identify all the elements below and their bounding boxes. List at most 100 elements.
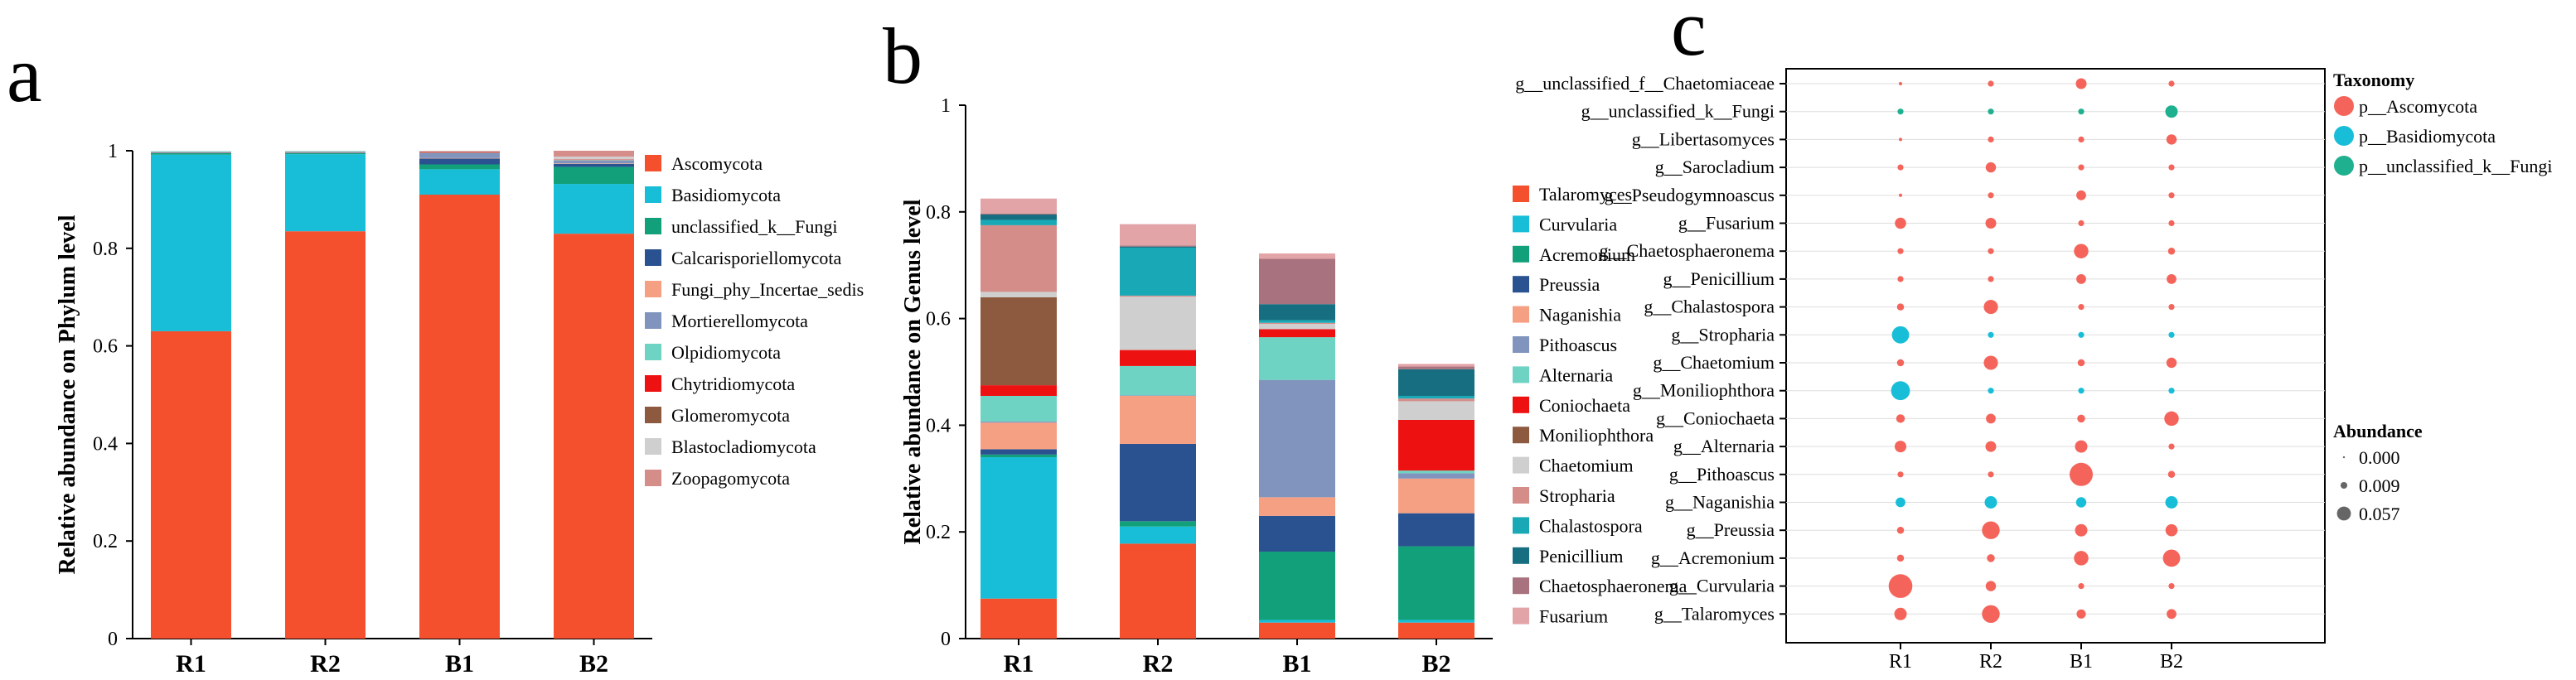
legend-label-a-unclassified-k-fungi: unclassified_k__Fungi [671,216,837,237]
bar-a-b1-calcarisporiellomycota [419,158,500,165]
x-tick-label-a: B2 [579,650,608,678]
bubble-g-sarocladium-b2 [2168,164,2175,171]
bubble-g-fusarium-r1 [1895,217,1906,229]
bar-b-r2-acremonium [1120,521,1196,527]
bar-a-b2-basidiomycota [554,184,634,234]
legend-swatch-b-alternaria [1513,366,1529,383]
bar-a-r2-basidiomycota [285,154,366,232]
bar-a-b2-chytridiomycota [554,159,634,161]
legend-label-b-chalastospora: Chalastospora [1539,515,1643,536]
legend-dot-p-ascomycota [2334,96,2354,116]
bar-a-r2-fungi-phy-incertae-sedis [285,152,366,153]
bar-b-r2-alternaria [1120,365,1196,396]
bar-b-r1-fusarium [981,198,1057,214]
legend-label-b-coniochaeta: Coniochaeta [1539,395,1630,416]
bubble-g-chaetosphaeronema-r2 [1988,248,1994,254]
panel-b: b 0 0.2 0.4 0.6 0.8 1 Relative abundance on Gen… [883,12,1687,678]
legend-dot-p-unclassified-k-fungi [2334,156,2354,176]
legend-label-b-pithoascus: Pithoascus [1539,335,1617,355]
bar-b-b2-alternaria [1398,470,1474,474]
legend-label-b-talaromyces: Talaromyces [1539,184,1632,205]
legend-label-b-stropharia: Stropharia [1539,485,1615,506]
legend-label-b-alternaria: Alternaria [1539,364,1613,385]
legend-swatch-b-naganishia [1513,306,1529,323]
bar-b-r2-preussia [1120,443,1196,522]
bar-a-b2-blastocladiomycota [554,157,634,160]
y-tick-label-b: 1 [941,95,951,117]
y-tick-label-a: 0 [108,629,118,650]
genus-label-g-naganishia: g__Naganishia [1665,492,1775,513]
bar-b-b1-naganishia [1259,497,1335,516]
bar-b-b1-curvularia [1259,620,1335,623]
legend-swatch-b-stropharia [1513,487,1529,504]
bar-b-r1-preussia [981,449,1057,455]
bar-b-r1-curvularia [981,457,1057,599]
bar-b-b1-chalastospora [1259,320,1335,323]
bar-b-b2-pithoascus [1398,473,1474,479]
bubble-g-unclassified-k-fungi-r1 [1897,109,1904,115]
bubble-g-chaetomium-r2 [1983,355,1998,370]
genus-label-g-unclassified-k-fungi: g__unclassified_k__Fungi [1581,101,1775,122]
bar-a-r2-unclassified-k-fungi [285,152,366,155]
bar-b-b1-acremonium [1259,552,1335,620]
bar-b-b1-preussia [1259,515,1335,552]
legend-label-p-unclassified-k-fungi: p__unclassified_k__Fungi [2359,156,2552,176]
bar-b-r1-stropharia [981,224,1057,292]
y-axis-title-a: Relative abundance on Phylum level [55,215,80,574]
bubble-g-curvularia-b2 [2168,583,2175,590]
bar-b-r1-talaromyces [981,598,1057,639]
legend-label-p-ascomycota: p__Ascomycota [2359,96,2477,117]
legend-swatch-a-olpidiomycota [645,344,661,360]
y-tick-label-a: 0.8 [93,239,118,260]
x-tick-label-a: B1 [445,650,474,678]
y-axis-title-b: Relative abundance on Genus level [900,199,926,544]
legend-label-b-curvularia: Curvularia [1539,214,1617,234]
bubble-g-alternaria-r1 [1894,441,1907,453]
legend-label-a-glomeromycota: Glomeromycota [671,405,790,426]
genus-label-g-penicillium: g__Penicillium [1663,268,1775,289]
bubble-g-pithoascus-r2 [1988,471,1994,478]
x-tick-label-a: R1 [176,650,206,678]
bubble-g-unclassified-k-fungi-b1 [2078,109,2085,115]
legend-swatch-a-blastocladiomycota [645,438,661,455]
legend-swatch-b-acremonium [1513,245,1529,263]
bubble-g-libertasomyces-r2 [1988,136,1994,142]
y-tick-label-b: 0 [941,629,951,650]
bar-a-b1-unclassified-k-fungi [419,164,500,170]
bubble-g-moniliophthora-r1 [1891,381,1910,401]
legend-label-b-moniliophthora: Moniliophthora [1539,425,1654,446]
legend-label-a-olpidiomycota: Olpidiomycota [671,342,781,363]
y-tick-label-a: 0.4 [93,433,118,455]
legend-label-a-mortierellomycota: Mortierellomycota [671,311,808,331]
legend-swatch-b-pithoascus [1513,336,1529,353]
genus-label-g-acremonium: g__Acremonium [1651,547,1775,568]
bubble-g-pithoascus-b2 [2167,470,2176,479]
bar-a-r1-calcarisporiellomycota [151,152,231,153]
x-tick-label-c: B1 [2070,651,2093,673]
bubble-g-chaetosphaeronema-b2 [2167,247,2176,255]
bubble-g-fusarium-b2 [2168,219,2175,227]
bubble-g-pseudogymnoascus-r2 [1988,192,1994,199]
legend-swatch-b-fusarium [1513,607,1529,625]
bubble-g-talaromyces-r1 [1894,607,1907,620]
bubble-g-pseudogymnoascus-b1 [2076,190,2086,200]
legend-swatch-a-calcarisporiellomycota [645,249,661,266]
bubble-g-unclassified-f-chaetomiaceae-b2 [2168,80,2175,87]
bubble-g-talaromyces-b2 [2167,609,2177,620]
bar-b-b1-fusarium [1259,253,1335,259]
bar-b-r2-stropharia [1120,295,1196,297]
bubble-g-talaromyces-r2 [1982,605,2000,624]
bar-b-b1-pithoascus [1259,379,1335,498]
bubble-g-stropharia-r2 [1988,331,1994,338]
bubble-g-sarocladium-b1 [2078,164,2085,171]
genus-label-g-stropharia: g__Stropharia [1671,324,1775,345]
legend-label-a-chytridiomycota: Chytridiomycota [671,374,795,394]
bubble-g-moniliophthora-b2 [2168,388,2175,394]
y-tick-label-b: 0.8 [926,202,951,224]
bubble-g-pseudogymnoascus-b2 [2168,192,2175,199]
bar-b-r2-talaromyces [1120,543,1196,639]
bar-b-r2-fusarium [1120,224,1196,246]
legend-swatch-b-penicillium [1513,547,1529,564]
bubble-g-libertasomyces-b2 [2166,134,2177,145]
bar-b-r2-coniochaeta [1120,350,1196,366]
